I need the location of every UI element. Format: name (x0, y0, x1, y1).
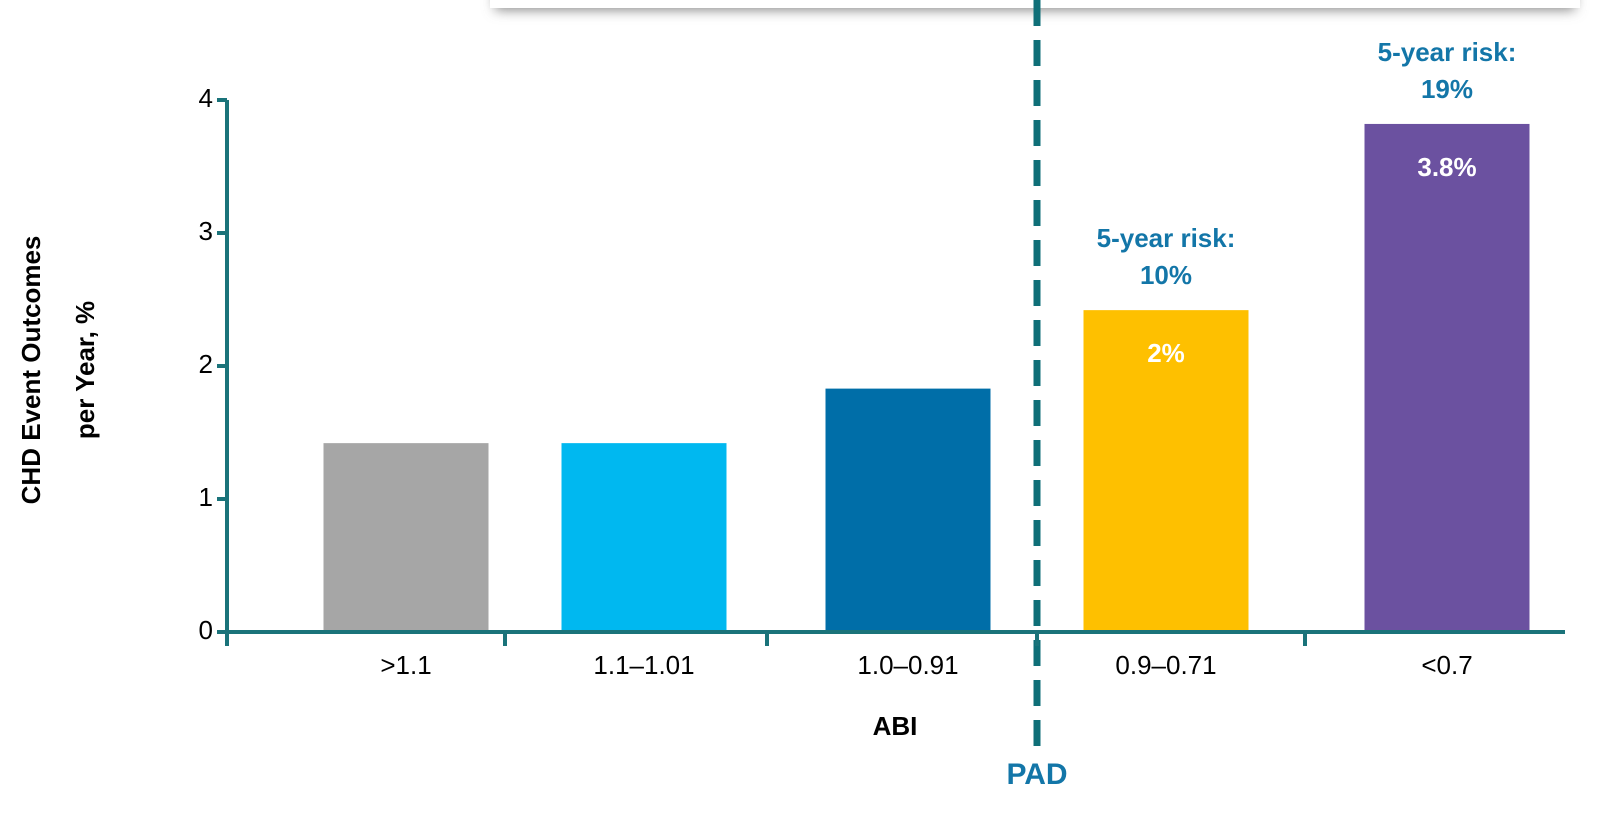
bar-rate-label: 2% (1147, 338, 1185, 368)
risk-annotation: 5-year risk: (1378, 37, 1517, 67)
bar (825, 388, 991, 632)
pad-label: PAD (1006, 758, 1067, 791)
y-tick-label: 2 (199, 349, 213, 379)
x-tick-label: 1.1–1.01 (593, 650, 694, 680)
risk-annotation: 10% (1140, 260, 1192, 290)
y-axis-label-line: per Year, % (70, 301, 100, 439)
risk-annotation: 19% (1421, 74, 1473, 104)
y-tick-label: 0 (199, 615, 213, 645)
x-tick-label: 0.9–0.71 (1115, 650, 1216, 680)
bar (1364, 123, 1530, 632)
y-axis-label-line: CHD Event Outcomes (16, 236, 46, 505)
x-axis-label: ABI (873, 711, 918, 741)
x-tick-label: >1.1 (380, 650, 431, 680)
x-tick-label: 1.0–0.91 (857, 650, 958, 680)
bar (1083, 310, 1249, 632)
y-axis-label: CHD Event Outcomes per Year, % (16, 236, 100, 505)
bar (323, 443, 489, 632)
bar (561, 443, 727, 632)
y-tick-label: 4 (199, 83, 213, 113)
risk-annotation: 5-year risk: (1097, 223, 1236, 253)
y-tick-label: 3 (199, 216, 213, 246)
x-tick-label: <0.7 (1421, 650, 1472, 680)
bar-rate-label: 3.8% (1417, 152, 1476, 182)
y-tick-label: 1 (199, 482, 213, 512)
